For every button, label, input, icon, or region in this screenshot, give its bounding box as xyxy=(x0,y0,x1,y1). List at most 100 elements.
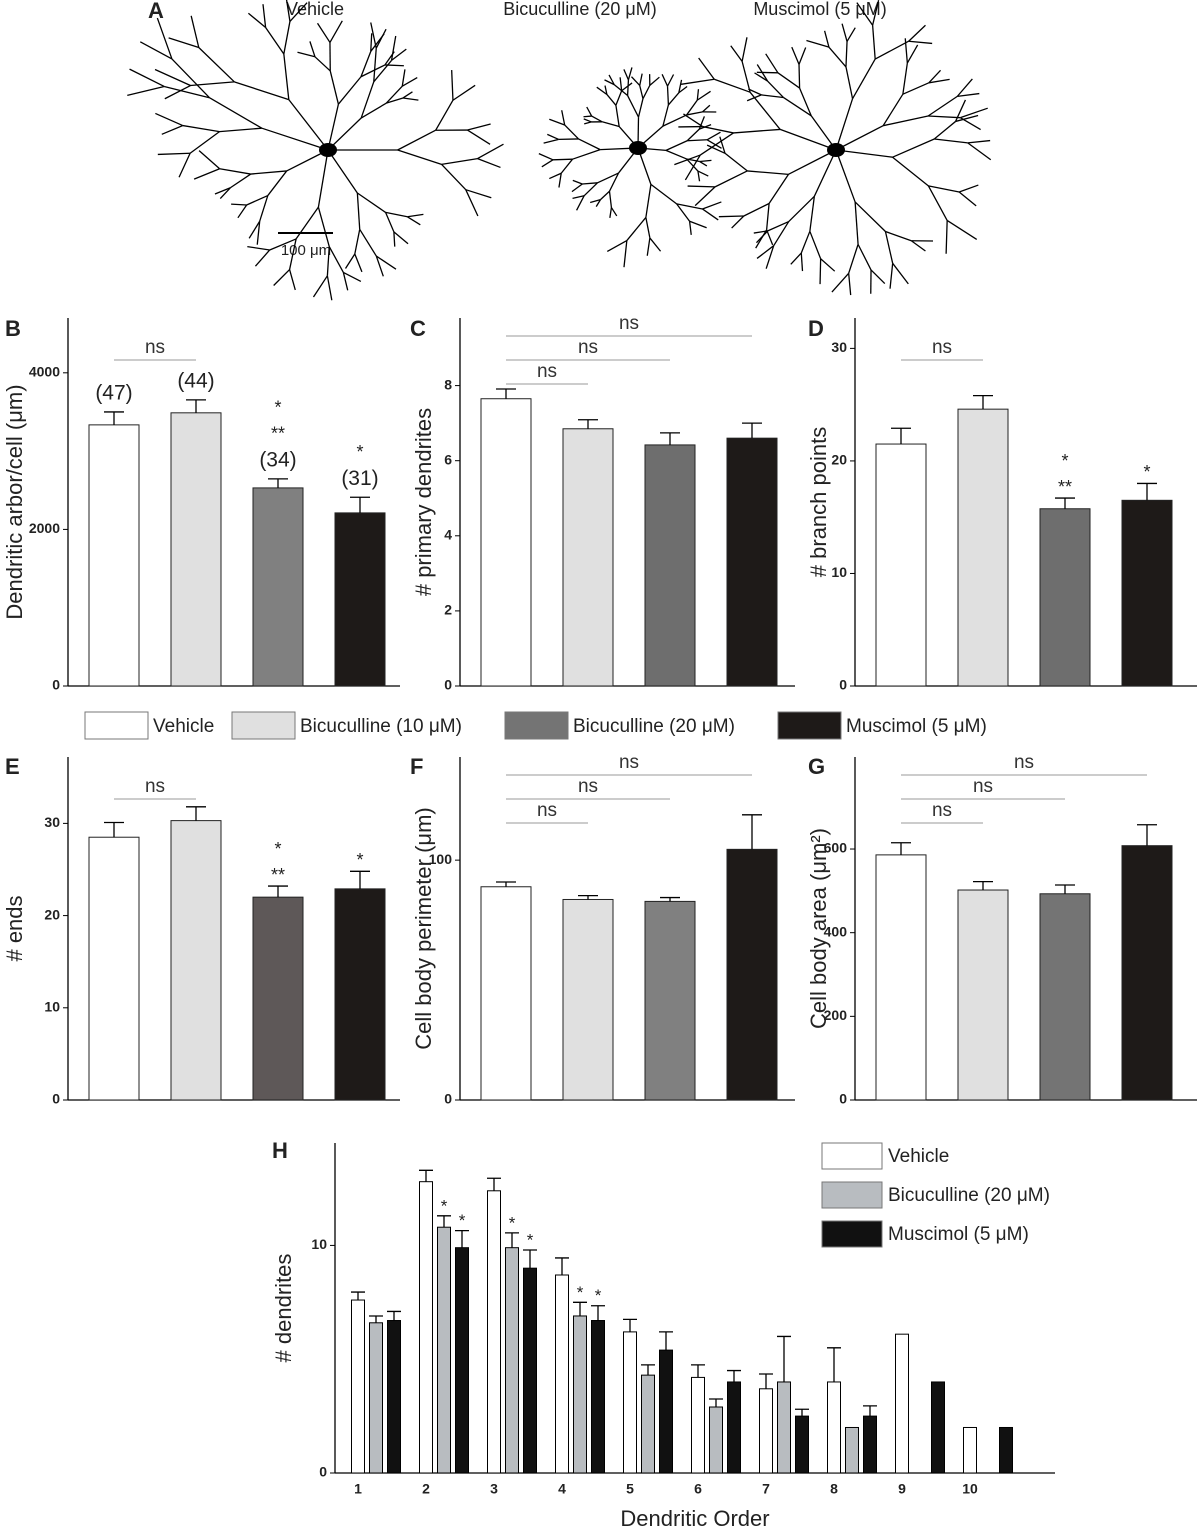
dendrite xyxy=(674,154,701,166)
dendrite xyxy=(967,142,992,161)
dendrite xyxy=(662,104,670,127)
y-tick-label: 2000 xyxy=(29,520,60,536)
dendrite xyxy=(773,221,790,247)
dendrite xyxy=(441,163,467,191)
bar xyxy=(931,1381,945,1474)
dendrite xyxy=(689,220,707,229)
x-tick-label: 7 xyxy=(762,1481,770,1497)
error-bar xyxy=(641,1364,655,1376)
dendrite xyxy=(571,183,583,193)
dendrite xyxy=(831,272,850,293)
dendrite xyxy=(609,207,613,218)
y-tick-label: 0 xyxy=(52,677,60,693)
dendrite xyxy=(385,211,408,218)
dendrite xyxy=(360,51,372,77)
panel-label: E xyxy=(5,754,20,779)
y-axis-label: # ends xyxy=(2,895,27,961)
dendrite xyxy=(683,113,703,128)
legend-swatch xyxy=(821,1181,883,1209)
comparison-label: ns xyxy=(973,776,993,797)
error-bar xyxy=(659,1331,673,1351)
neuron-title: Bicuculline (20 μM) xyxy=(503,0,656,19)
dendrite xyxy=(798,47,807,65)
dendrite xyxy=(960,107,988,119)
soma xyxy=(827,143,845,157)
significance: ** xyxy=(1058,477,1072,497)
dendrite xyxy=(139,41,173,60)
dendrite xyxy=(702,125,734,134)
error-bar xyxy=(660,432,680,445)
y-tick-label: 20 xyxy=(831,452,847,468)
dendrite xyxy=(835,125,884,151)
dendrite xyxy=(219,187,231,200)
bar xyxy=(777,1381,791,1474)
dendrite xyxy=(823,30,830,48)
dendrite xyxy=(360,81,375,119)
bar xyxy=(957,408,1009,687)
dendrite xyxy=(317,206,330,247)
dendrite xyxy=(928,69,942,84)
dendrite xyxy=(902,82,930,95)
neuron-title: Vehicle xyxy=(286,0,344,19)
x-tick-label: 2 xyxy=(422,1481,430,1497)
dendrite xyxy=(790,252,802,265)
y-tick-label: 0 xyxy=(839,1091,847,1107)
legend-label: Muscimol (5 μM) xyxy=(846,716,987,737)
error-bar xyxy=(727,1369,741,1382)
dendrite xyxy=(608,191,613,208)
dendrite xyxy=(684,154,701,181)
bar xyxy=(726,848,778,1101)
dendrite xyxy=(543,138,559,144)
bar xyxy=(1039,508,1091,687)
dendrite xyxy=(702,208,719,221)
neuron-title: Muscimol (5 μM) xyxy=(753,0,886,19)
dendrite xyxy=(451,70,454,101)
error-bar xyxy=(891,427,911,445)
dendrite xyxy=(237,204,248,219)
dendrite xyxy=(477,143,504,160)
dendrite xyxy=(129,68,165,88)
dendrite xyxy=(234,81,290,101)
dendrite xyxy=(615,105,620,127)
dendrite xyxy=(958,184,979,193)
dendrite xyxy=(788,195,815,223)
y-tick-label: 10 xyxy=(831,564,847,580)
significance: * xyxy=(274,839,281,859)
dendrite xyxy=(798,87,812,117)
dendrite xyxy=(231,203,247,206)
dendrite xyxy=(928,78,950,84)
dendrite xyxy=(699,159,712,163)
bar xyxy=(419,1181,433,1474)
dendrite xyxy=(549,118,565,126)
dendrite xyxy=(730,45,743,62)
comparison-label: ns xyxy=(145,337,165,358)
dendrite xyxy=(702,104,711,113)
dendrite xyxy=(356,192,386,213)
dendrite xyxy=(678,85,688,94)
y-tick-label: 30 xyxy=(44,814,60,830)
significance: * xyxy=(1143,462,1150,482)
dendrite xyxy=(316,22,331,43)
dendrite xyxy=(649,76,660,86)
dendrite xyxy=(297,51,316,58)
dendrite xyxy=(360,102,387,119)
significance: * xyxy=(459,1211,466,1230)
dendrite xyxy=(904,38,908,64)
dendrite xyxy=(606,240,628,252)
legend-label: Vehicle xyxy=(153,716,214,737)
dendrite xyxy=(637,98,644,118)
dendrite xyxy=(627,67,633,81)
y-tick-label: 600 xyxy=(824,840,848,856)
error-bar xyxy=(496,388,516,399)
y-axis-label: Cell body area (μm²) xyxy=(806,828,831,1029)
dendrite xyxy=(344,253,356,269)
dendrite xyxy=(800,231,811,254)
error-bar xyxy=(709,1398,723,1407)
dendrite xyxy=(359,228,377,257)
dendrite xyxy=(576,195,585,211)
significance: * xyxy=(274,398,281,418)
dendrite xyxy=(906,44,919,64)
error-bar xyxy=(777,1335,791,1382)
dendrite xyxy=(356,192,361,230)
dendrite xyxy=(687,139,708,142)
